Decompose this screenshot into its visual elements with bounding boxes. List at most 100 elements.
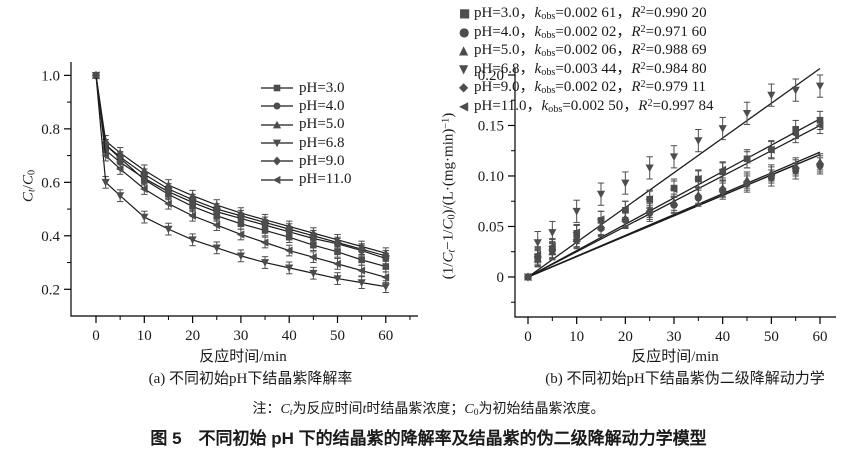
legend-marker-triangle-up [261, 120, 293, 129]
text-fragment: C [464, 402, 474, 417]
text-fragment: 注： [252, 402, 281, 417]
text-fragment: =0.002 61， [555, 5, 632, 21]
svg-text:1.0: 1.0 [41, 68, 60, 84]
text-fragment: 2 [640, 23, 646, 35]
text-fragment: pH=11.0， [474, 97, 542, 114]
text-fragment: C [440, 252, 457, 263]
y-axis-ticks: 0.2 0.4 0.6 0.8 1.0 [41, 68, 71, 298]
text-fragment: t [446, 249, 458, 253]
plot-a-y-axis-label: Ct/C0 [21, 170, 38, 202]
series-pH=11.0 [523, 116, 824, 282]
text-fragment: =0.988 69 [645, 42, 707, 59]
axes [70, 62, 418, 317]
plot-b-caption: (b) 不同初始pH下结晶紫伪二级降解动力学 [545, 371, 825, 387]
svg-text:10: 10 [137, 328, 152, 344]
svg-text:0.8: 0.8 [41, 122, 60, 138]
text-fragment: k [534, 23, 542, 40]
text-fragment: R [638, 97, 648, 114]
legend-marker-triangle-left-icon: ◀ [459, 98, 469, 113]
plot-b-x-axis-label: 反应时间/min [631, 349, 719, 365]
legend-item-pH=9.0: ◆ pH=9.0，kobs=0.002 02，R2=0.979 11 [459, 75, 714, 96]
text-fragment: k [534, 79, 542, 96]
legend-item-pH=3.0: pH=3.0 [260, 79, 352, 97]
legend-label: pH=11.0 [299, 171, 352, 188]
text-fragment: obs [541, 48, 556, 60]
svg-text:40: 40 [715, 329, 730, 345]
plot-a-legend: pH=3.0 pH=4.0 pH=5.0 pH=6.8 pH=9.0 pH=11.0 [260, 79, 352, 189]
legend-item-pH=6.8: ▼ pH=6.8，kobs=0.003 44，R2=0.984 80 [459, 57, 714, 78]
y-axis-ticks: 0 0.05 0.10 0.15 0.20 [478, 68, 515, 303]
text-fragment: =0.002 06， [555, 42, 632, 59]
text-fragment: pH=3.0， [474, 5, 535, 21]
text-fragment: k [534, 42, 542, 59]
svg-text:0: 0 [524, 329, 532, 345]
legend-label: pH=3.0 [299, 79, 345, 96]
text-fragment: obs [541, 66, 556, 78]
text-fragment: k [534, 60, 542, 77]
text-fragment: R [631, 5, 641, 21]
svg-text:0.6: 0.6 [41, 175, 60, 191]
text-fragment: pH=5.0， [474, 42, 535, 59]
text-fragment: ) [440, 112, 457, 118]
text-fragment: 2 [647, 97, 653, 109]
legend-marker-square-icon: ■ [459, 6, 471, 20]
legend-label: pH=4.0 [299, 97, 345, 114]
plot-b-canvas: 0 10 20 30 40 50 60 0 0.05 0.10 0.15 0.20 [478, 68, 836, 345]
text-fragment: 2 [640, 60, 646, 72]
text-fragment: −1/ [440, 229, 457, 250]
text-fragment: 为反应时间 [292, 402, 363, 417]
text-fragment: 时结晶紫浓度； [366, 402, 465, 417]
legend-marker-circle-icon: ● [459, 24, 470, 39]
text-fragment: 0 [26, 169, 38, 176]
text-fragment: k [534, 5, 542, 21]
legend-item-pH=5.0: ▲ pH=5.0，kobs=0.002 06，R2=0.988 69 [459, 38, 714, 60]
text-fragment: −1 [440, 117, 452, 129]
svg-text:30: 30 [667, 329, 682, 345]
text-fragment: R [631, 23, 641, 40]
text-fragment: =0.997 84 [652, 97, 714, 114]
svg-text:60: 60 [813, 329, 828, 345]
text-fragment: =0.002 02， [555, 23, 632, 40]
text-fragment: C [440, 219, 457, 230]
text-fragment: t [289, 407, 293, 418]
legend-marker-square [261, 84, 293, 92]
text-fragment: k [541, 97, 549, 114]
text-fragment: 2 [640, 42, 646, 54]
legend-item-pH=5.0: pH=5.0 [260, 116, 352, 134]
svg-text:0.20: 0.20 [478, 68, 504, 84]
legend-marker-circle [261, 102, 293, 110]
text-fragment: t [362, 402, 367, 417]
svg-text:0.10: 0.10 [478, 169, 504, 185]
svg-text:0: 0 [497, 270, 505, 286]
svg-text:0: 0 [92, 328, 100, 344]
legend-item-pH=11.0: ◀ pH=11.0，kobs=0.002 50，R2=0.997 84 [459, 94, 714, 115]
text-fragment: t [26, 189, 38, 193]
text-fragment: )/(L·(mg·min) [440, 128, 457, 215]
legend-item-pH=6.8: pH=6.8 [260, 134, 352, 152]
text-fragment: R [631, 79, 641, 96]
plot-a-x-axis-label: 反应时间/min [199, 349, 287, 365]
text-fragment: C [20, 192, 37, 203]
text-fragment: 2 [640, 4, 646, 16]
legend-marker-triangle-left [261, 175, 293, 184]
legend-marker-triangle-down [261, 139, 293, 148]
x-axis-ticks: 0 10 20 30 40 50 60 [92, 316, 411, 344]
text-fragment: obs [541, 10, 556, 22]
text-fragment: =0.002 50， [562, 97, 639, 114]
svg-text:50: 50 [330, 328, 345, 344]
legend-item-pH=4.0: ● pH=4.0，kobs=0.002 02，R2=0.971 60 [459, 20, 714, 40]
svg-text:60: 60 [378, 328, 393, 344]
legend-label: pH=9.0 [299, 152, 345, 169]
legend-marker-triangle-up-icon: ▲ [459, 43, 469, 58]
figure-note: 注：Ct为反应时间t时结晶紫浓度；C0为初始结晶紫浓度。 [0, 398, 857, 418]
svg-text:10: 10 [569, 329, 584, 345]
svg-text:0.4: 0.4 [41, 229, 60, 245]
legend-label: pH=5.0 [299, 116, 345, 133]
text-fragment: pH=4.0， [474, 23, 535, 40]
text-fragment: 为初始结晶紫浓度。 [478, 402, 605, 417]
text-fragment: C [280, 402, 290, 417]
text-fragment: obs [548, 103, 563, 115]
x-axis-ticks: 0 10 20 30 40 50 60 [524, 317, 828, 345]
text-fragment: (1/ [440, 262, 457, 280]
